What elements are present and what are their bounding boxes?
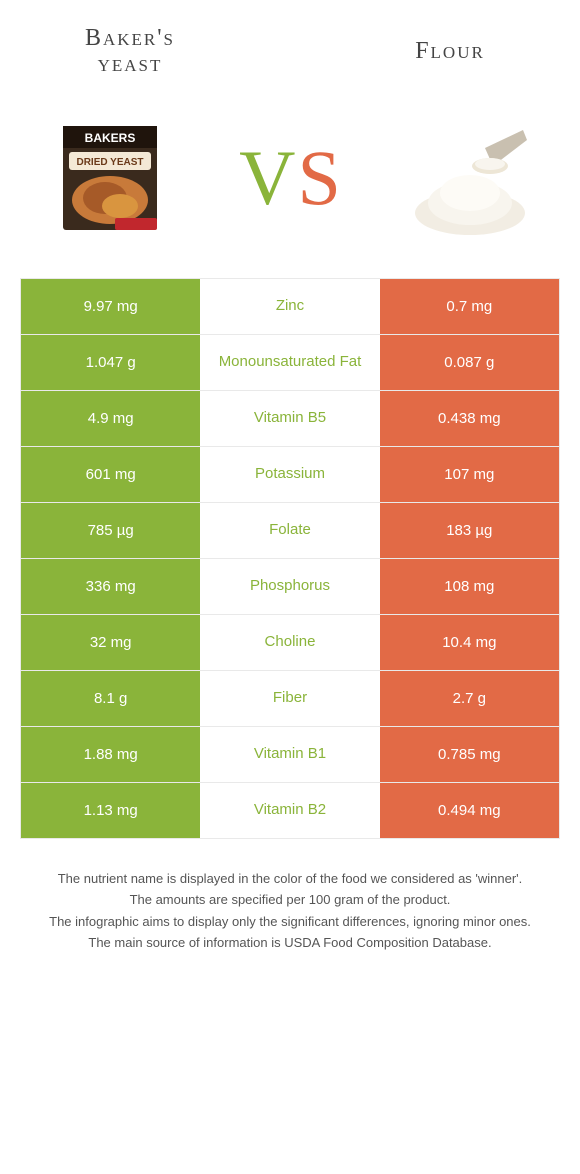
left-value-cell: 1.88 mg bbox=[21, 727, 200, 782]
left-food-image: BAKERS DRIED YEAST bbox=[40, 108, 180, 248]
right-food-title: Flour bbox=[350, 38, 550, 64]
nutrient-name-cell: Monounsaturated Fat bbox=[200, 335, 379, 390]
left-value-cell: 336 mg bbox=[21, 559, 200, 614]
left-value-cell: 1.13 mg bbox=[21, 783, 200, 838]
right-value-cell: 0.438 mg bbox=[380, 391, 559, 446]
nutrient-comparison-table: 9.97 mgZinc0.7 mg1.047 gMonounsaturated … bbox=[20, 278, 560, 839]
svg-text:DRIED YEAST: DRIED YEAST bbox=[76, 157, 143, 168]
image-row: BAKERS DRIED YEAST V S bbox=[0, 88, 580, 278]
left-value-cell: 9.97 mg bbox=[21, 279, 200, 334]
left-value-cell: 601 mg bbox=[21, 447, 200, 502]
left-value-cell: 32 mg bbox=[21, 615, 200, 670]
vs-v-letter: V bbox=[239, 139, 295, 217]
table-row: 1.047 gMonounsaturated Fat0.087 g bbox=[21, 334, 559, 390]
left-value-cell: 1.047 g bbox=[21, 335, 200, 390]
table-row: 4.9 mgVitamin B50.438 mg bbox=[21, 390, 559, 446]
right-value-cell: 2.7 g bbox=[380, 671, 559, 726]
left-title-line2: yeast bbox=[98, 51, 163, 77]
footnote-line: The main source of information is USDA F… bbox=[30, 933, 550, 953]
right-value-cell: 0.785 mg bbox=[380, 727, 559, 782]
left-value-cell: 8.1 g bbox=[21, 671, 200, 726]
right-value-cell: 0.087 g bbox=[380, 335, 559, 390]
nutrient-name-cell: Choline bbox=[200, 615, 379, 670]
nutrient-name-cell: Vitamin B2 bbox=[200, 783, 379, 838]
nutrient-name-cell: Phosphorus bbox=[200, 559, 379, 614]
table-row: 8.1 gFiber2.7 g bbox=[21, 670, 559, 726]
left-value-cell: 4.9 mg bbox=[21, 391, 200, 446]
nutrient-name-cell: Fiber bbox=[200, 671, 379, 726]
right-value-cell: 108 mg bbox=[380, 559, 559, 614]
right-value-cell: 107 mg bbox=[380, 447, 559, 502]
left-title-line1: Baker's bbox=[85, 25, 175, 51]
nutrient-name-cell: Vitamin B5 bbox=[200, 391, 379, 446]
footnote-line: The infographic aims to display only the… bbox=[30, 912, 550, 932]
right-value-cell: 0.494 mg bbox=[380, 783, 559, 838]
right-value-cell: 183 µg bbox=[380, 503, 559, 558]
footnote-line: The nutrient name is displayed in the co… bbox=[30, 869, 550, 889]
table-row: 9.97 mgZinc0.7 mg bbox=[21, 279, 559, 334]
left-value-cell: 785 µg bbox=[21, 503, 200, 558]
right-value-cell: 10.4 mg bbox=[380, 615, 559, 670]
table-row: 1.88 mgVitamin B10.785 mg bbox=[21, 726, 559, 782]
right-food-image bbox=[400, 108, 540, 248]
flour-icon bbox=[405, 118, 535, 238]
nutrient-name-cell: Folate bbox=[200, 503, 379, 558]
nutrient-name-cell: Vitamin B1 bbox=[200, 727, 379, 782]
table-row: 336 mgPhosphorus108 mg bbox=[21, 558, 559, 614]
footnote-line: The amounts are specified per 100 gram o… bbox=[30, 890, 550, 910]
table-row: 1.13 mgVitamin B20.494 mg bbox=[21, 782, 559, 838]
yeast-package-icon: BAKERS DRIED YEAST bbox=[55, 118, 165, 238]
footnotes: The nutrient name is displayed in the co… bbox=[30, 869, 550, 953]
right-title: Flour bbox=[415, 38, 485, 64]
right-value-cell: 0.7 mg bbox=[380, 279, 559, 334]
table-row: 32 mgCholine10.4 mg bbox=[21, 614, 559, 670]
vs-s-letter: S bbox=[297, 139, 340, 217]
svg-text:BAKERS: BAKERS bbox=[85, 131, 136, 145]
table-row: 785 µgFolate183 µg bbox=[21, 502, 559, 558]
header: Baker's yeast Flour bbox=[0, 0, 580, 88]
left-food-title: Baker's yeast bbox=[30, 25, 230, 78]
nutrient-name-cell: Zinc bbox=[200, 279, 379, 334]
vs-label: V S bbox=[239, 139, 341, 217]
nutrient-name-cell: Potassium bbox=[200, 447, 379, 502]
table-row: 601 mgPotassium107 mg bbox=[21, 446, 559, 502]
